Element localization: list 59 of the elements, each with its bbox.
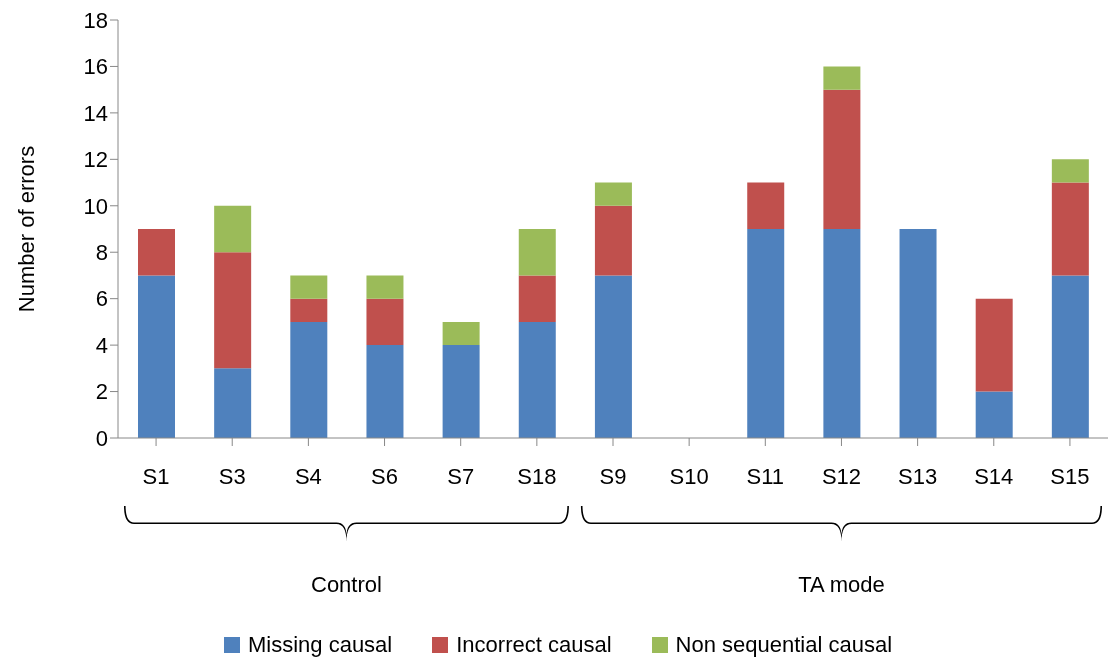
x-tick-label: S12	[821, 463, 862, 489]
bar	[518, 275, 556, 322]
x-tick-label: S7	[447, 463, 475, 489]
bar	[1051, 159, 1089, 183]
bar	[823, 229, 861, 438]
bar	[290, 321, 328, 438]
legend-label: Incorrect causal	[455, 632, 612, 658]
bar	[747, 182, 785, 229]
x-tick-label: S15	[1050, 463, 1090, 489]
y-tick-label: 14	[83, 100, 108, 126]
bar	[442, 321, 480, 346]
text: Control	[311, 572, 382, 597]
bar	[594, 275, 632, 438]
bar	[975, 391, 1013, 438]
y-tick-label: 8	[95, 240, 108, 266]
bar	[366, 275, 404, 299]
bar	[290, 298, 328, 322]
x-tick-label: S1	[142, 463, 170, 489]
bar	[594, 205, 632, 276]
bar	[975, 298, 1013, 392]
bar	[214, 368, 252, 438]
x-tick-label: S6	[371, 463, 398, 489]
bar	[1051, 182, 1089, 276]
x-tick-label: S10	[669, 463, 709, 489]
bar	[823, 66, 861, 90]
x-tick-label: S18	[517, 463, 557, 489]
bar	[138, 229, 175, 276]
bar	[214, 252, 252, 369]
bar	[747, 229, 785, 438]
bar	[1051, 275, 1089, 438]
y-tick-label: 18	[83, 7, 108, 33]
bar	[823, 89, 861, 229]
bar	[518, 229, 556, 276]
x-tick-label: S4	[294, 463, 322, 489]
y-axis-title: Number of errors	[13, 145, 39, 313]
bar	[442, 345, 480, 438]
bar	[594, 182, 632, 206]
bar	[366, 298, 404, 346]
x-tick-label: S14	[974, 463, 1014, 489]
bar	[366, 345, 404, 438]
bar	[899, 229, 937, 438]
x-tick-label: S13	[898, 463, 938, 489]
x-tick-label: S3	[218, 463, 246, 489]
y-tick-label: 2	[95, 379, 108, 405]
x-tick-label: S11	[746, 463, 785, 489]
text: TA mode	[798, 572, 885, 597]
bar	[518, 321, 556, 438]
bar	[290, 275, 328, 299]
x-tick-label: S9	[599, 463, 627, 489]
bar	[138, 275, 175, 438]
y-tick-label: 16	[83, 54, 108, 80]
y-tick-label: 10	[83, 193, 108, 219]
legend-label: Non sequential causal	[674, 632, 893, 658]
y-tick-label: 12	[83, 147, 108, 173]
y-tick-label: 0	[95, 425, 108, 451]
bar	[214, 205, 252, 253]
y-tick-label: 6	[95, 286, 108, 312]
legend-label: Missing causal	[246, 632, 393, 658]
y-tick-label: 4	[95, 332, 108, 358]
